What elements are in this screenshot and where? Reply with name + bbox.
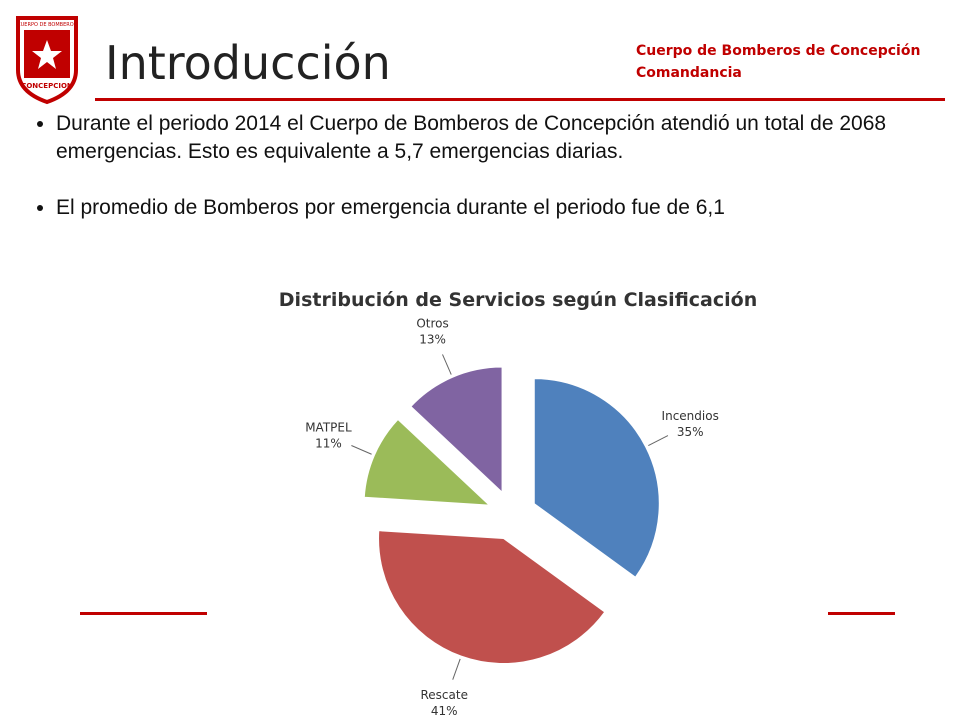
header-rule bbox=[95, 98, 945, 101]
slice-value-label: 41% bbox=[431, 704, 458, 718]
slice-label: Incendios bbox=[662, 409, 719, 423]
pie-slice bbox=[363, 418, 491, 506]
logo: CUERPO DE BOMBEROS CONCEPCION bbox=[16, 16, 78, 105]
pie-slice bbox=[410, 366, 503, 494]
slide-title: Introducción bbox=[105, 36, 391, 90]
slice-value-label: 13% bbox=[419, 332, 446, 346]
slice-value-label: 35% bbox=[677, 425, 704, 439]
leader-line bbox=[351, 445, 372, 455]
org-line: Cuerpo de Bomberos de Concepción bbox=[636, 43, 921, 59]
slice-value-label: 11% bbox=[315, 437, 342, 451]
leader-line bbox=[442, 354, 452, 375]
slice-label: Rescate bbox=[421, 688, 468, 702]
slice-label: Otros bbox=[416, 316, 448, 330]
leader-line bbox=[648, 435, 669, 446]
logo-top: CUERPO DE BOMBEROS bbox=[17, 22, 77, 28]
footer-rule bbox=[828, 612, 895, 615]
slice-label: MATPEL bbox=[305, 421, 352, 435]
leader-line bbox=[452, 658, 461, 680]
bullet: Durante el periodo 2014 el Cuerpo de Bom… bbox=[56, 110, 956, 166]
bullet: El promedio de Bomberos por emergencia d… bbox=[56, 194, 956, 222]
bullets: Durante el periodo 2014 el Cuerpo de Bom… bbox=[30, 110, 956, 250]
pie-slice bbox=[378, 530, 606, 665]
org: Cuerpo de Bomberos de Concepción Comanda… bbox=[636, 40, 920, 84]
logo-bottom: CONCEPCION bbox=[21, 82, 73, 90]
pie-slice bbox=[533, 378, 660, 578]
chart-title: Distribución de Servicios según Clasific… bbox=[279, 289, 757, 311]
footer-rule bbox=[80, 612, 207, 615]
org-line: Comandancia bbox=[636, 65, 742, 81]
